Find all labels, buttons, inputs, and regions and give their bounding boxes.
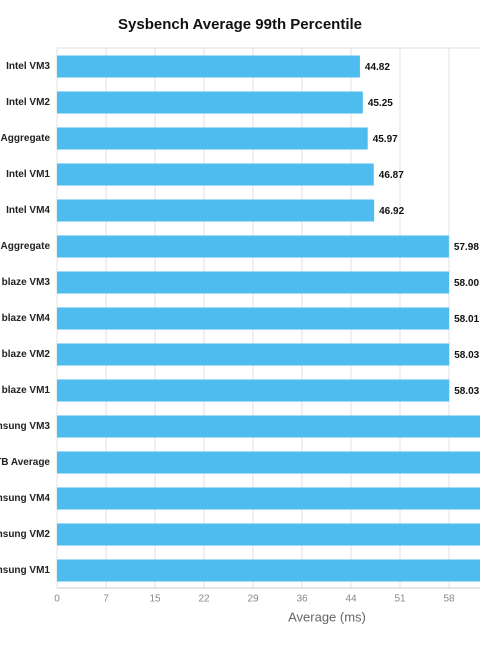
y-tick-label: blaze VM1 [2, 385, 51, 396]
y-tick-label: blaze VM2 [2, 349, 51, 360]
y-tick-label: Intel VM1 [6, 169, 50, 180]
x-tick-label: 36 [296, 594, 308, 605]
x-tick-label: 22 [198, 594, 210, 605]
y-tick-label: Aggregate [1, 133, 51, 144]
y-tick-label: nsung VM1 [0, 565, 50, 576]
bar [57, 163, 374, 186]
bar [57, 55, 360, 78]
bar [57, 307, 450, 330]
bar [57, 559, 480, 582]
x-axis-label: Average (ms) [288, 609, 366, 624]
y-tick-label: nsung VM3 [0, 421, 50, 432]
value-label: 58.00 [454, 278, 479, 289]
x-tick-label: 15 [149, 594, 161, 605]
bar [57, 235, 449, 258]
bar [57, 415, 480, 438]
x-tick-label: 0 [54, 594, 60, 605]
x-tick-label: 58 [443, 594, 455, 605]
value-label: 58.01 [454, 314, 479, 325]
y-tick-label: Intel VM4 [6, 205, 50, 216]
value-label: 46.92 [379, 206, 404, 217]
bar [57, 451, 480, 474]
value-label: 58.03 [454, 386, 479, 397]
y-tick-label: Intel VM2 [6, 97, 50, 108]
bar [57, 343, 450, 366]
value-label: 44.82 [365, 62, 390, 73]
y-tick-label: nsung VM2 [0, 529, 50, 540]
y-tick-label: Aggregate [1, 241, 51, 252]
bar [57, 271, 449, 294]
x-tick-label: 44 [345, 594, 357, 605]
value-label: 45.25 [368, 98, 393, 109]
y-tick-label: Intel VM3 [6, 61, 50, 72]
y-tick-label: nsung VM4 [0, 493, 50, 504]
bar [57, 127, 368, 150]
x-tick-label: 29 [247, 594, 259, 605]
value-label: 45.97 [373, 134, 398, 145]
y-tick-label: blaze VM3 [2, 277, 51, 288]
chart-title: Sysbench Average 99th Percentile [118, 16, 362, 33]
value-label: 58.03 [454, 350, 479, 361]
bar [57, 91, 363, 114]
value-label: 57.98 [454, 242, 479, 253]
value-label: 46.87 [379, 170, 404, 181]
bar [57, 379, 450, 402]
x-tick-label: 51 [394, 594, 406, 605]
bar [57, 487, 480, 510]
x-tick-label: 7 [103, 594, 109, 605]
y-tick-label: TB Average [0, 457, 50, 468]
bar [57, 199, 375, 222]
bar [57, 523, 480, 546]
y-tick-label: blaze VM4 [2, 313, 51, 324]
